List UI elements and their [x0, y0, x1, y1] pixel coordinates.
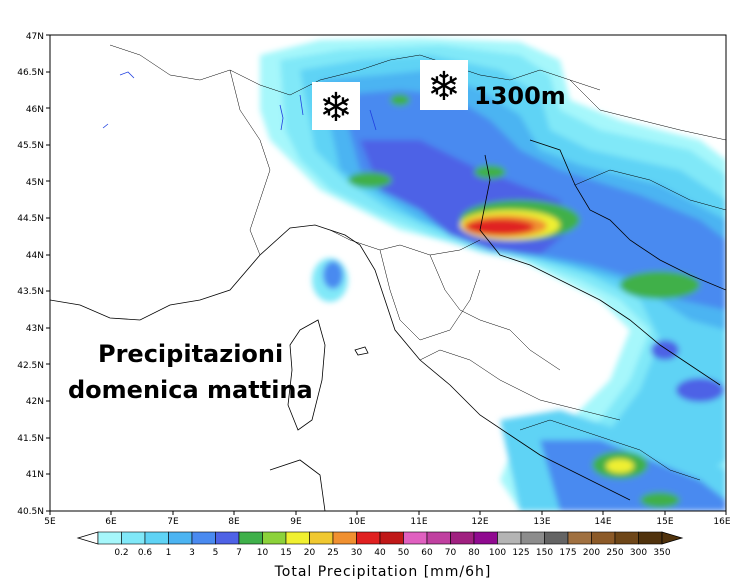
lon-tick: 5E: [44, 517, 56, 527]
legend-swatch: [591, 531, 616, 545]
legend-label: 30: [351, 548, 363, 558]
legend-label: 350: [653, 548, 670, 558]
legend-arrow-right: [661, 531, 684, 545]
lat-tick: 43N: [26, 324, 44, 334]
legend-swatch: [450, 531, 475, 545]
lon-tick: 10E: [348, 517, 365, 527]
snowflake-icon: ❄: [319, 85, 353, 131]
legend-label: 40: [374, 548, 386, 558]
legend-label: 0.2: [114, 548, 128, 558]
snowflake-badge-2: ❄: [420, 60, 468, 110]
latitude-axis: 47N 46.5N 46N 45.5N 45N 44.5N 44N 43.5N …: [17, 32, 44, 517]
snow-level-label: 1300m: [474, 82, 566, 110]
legend-label: 3: [189, 548, 195, 558]
legend-swatch: [168, 531, 193, 545]
borders: [109, 44, 726, 481]
lat-tick: 43.5N: [17, 287, 44, 297]
lon-tick: 9E: [290, 517, 302, 527]
longitude-axis: 5E 6E 7E 8E 9E 10E 11E 12E 13E 14E 15E 1…: [44, 517, 731, 527]
legend-swatch: [426, 531, 451, 545]
lat-tick: 41N: [26, 470, 44, 480]
legend-label: 15: [280, 548, 291, 558]
legend-swatch: [238, 531, 263, 545]
legend-label: 200: [583, 548, 600, 558]
coastlines: [50, 139, 726, 511]
legend-label: 25: [327, 548, 338, 558]
legend-label: 80: [468, 548, 480, 558]
lat-tick: 45N: [26, 178, 44, 188]
legend-label: 125: [512, 548, 529, 558]
legend-swatch: [121, 531, 146, 545]
legend-swatch: [520, 531, 545, 545]
legend-swatch: [97, 531, 122, 545]
lat-tick: 45.5N: [17, 141, 44, 151]
lon-tick: 15E: [656, 517, 673, 527]
legend-swatch: [309, 531, 334, 545]
legend-label: 50: [398, 548, 410, 558]
legend-label: 60: [421, 548, 433, 558]
lon-tick: 12E: [471, 517, 488, 527]
lat-tick: 41.5N: [17, 434, 44, 444]
legend-swatch: [215, 531, 240, 545]
legend-swatch: [638, 531, 663, 545]
lat-tick: 47N: [26, 32, 44, 42]
legend-label: 70: [445, 548, 457, 558]
lon-tick: 6E: [105, 517, 117, 527]
lat-tick: 44.5N: [17, 214, 44, 224]
lat-tick: 42N: [26, 397, 44, 407]
legend-label: 10: [257, 548, 269, 558]
legend-swatch: [332, 531, 357, 545]
lat-tick-marks: [46, 34, 50, 512]
lon-tick: 13E: [533, 517, 550, 527]
snowflake-badge-1: ❄: [312, 82, 360, 131]
legend-label: 7: [236, 548, 242, 558]
legend-swatch: [544, 531, 569, 545]
lon-tick-marks: [49, 511, 727, 515]
legend-title: Total Precipitation [mm/6h]: [274, 564, 492, 580]
legend-label: 100: [489, 548, 506, 558]
legend-label: 150: [536, 548, 553, 558]
legend-swatch: [473, 531, 498, 545]
snowflake-icon: ❄: [427, 64, 461, 110]
legend-swatch: [403, 531, 428, 545]
legend-label: 20: [304, 548, 316, 558]
legend-swatch: [144, 531, 169, 545]
lon-tick: 16E: [713, 517, 730, 527]
snow-level-text: 1300m: [474, 82, 566, 110]
legend-swatch: [285, 531, 310, 545]
lat-tick: 42.5N: [17, 361, 44, 371]
lon-tick: 8E: [228, 517, 240, 527]
legend-swatch: [262, 531, 287, 545]
lat-tick: 46.5N: [17, 68, 44, 78]
lon-tick: 11E: [410, 517, 427, 527]
legend-swatch: [191, 531, 216, 545]
legend-label: 1: [166, 548, 172, 558]
title-line-2: domenica mattina: [68, 376, 313, 404]
legend-label: 5: [213, 548, 219, 558]
legend-label: 300: [630, 548, 647, 558]
title-overlay: Precipitazioni domenica mattina: [68, 340, 313, 404]
precipitation-field: [260, 38, 726, 511]
legend-label: 175: [559, 548, 576, 558]
legend-colorbar: 0.2 0.6 1 3 5 7 10 15 20 25 30 40 50 60 70 80 100 125 150 1…: [76, 531, 684, 558]
legend-swatch: [379, 531, 404, 545]
legend-swatch: [356, 531, 381, 545]
lon-tick: 14E: [594, 517, 611, 527]
lat-tick: 44N: [26, 251, 44, 261]
lat-tick: 46N: [26, 105, 44, 115]
legend-swatch: [614, 531, 639, 545]
lon-tick: 7E: [167, 517, 179, 527]
lat-tick: 40.5N: [17, 507, 44, 517]
legend-label: 0.6: [138, 548, 153, 558]
lakes: [102, 71, 377, 131]
legend-swatch: [567, 531, 592, 545]
title-line-1: Precipitazioni: [98, 340, 283, 368]
legend-label: 250: [606, 548, 623, 558]
legend-arrow-left: [76, 531, 99, 545]
legend-swatch: [497, 531, 522, 545]
